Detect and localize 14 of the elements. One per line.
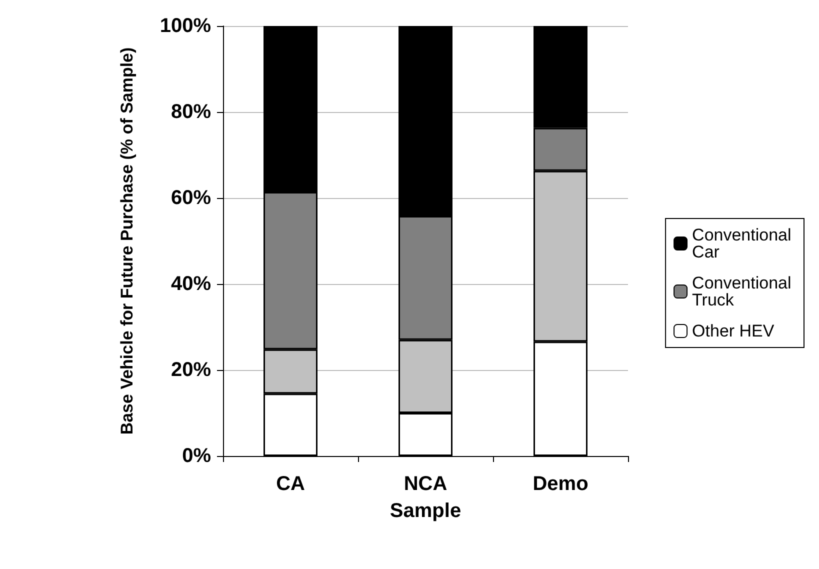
y-tick-label: 100% [160, 15, 212, 37]
y-tick-label: 60% [170, 187, 212, 209]
y-tick-label: 20% [170, 359, 212, 381]
legend-label: Other HEV [692, 322, 775, 340]
x-axis-title: Sample [390, 500, 462, 522]
y-tick-label: 0% [182, 445, 212, 467]
x-tick-label: NCA [404, 473, 448, 495]
y-tick-label: 40% [170, 273, 212, 295]
legend-label: Conventional Truck [692, 274, 796, 310]
x-tick-label: Demo [532, 473, 588, 495]
x-tick-label: CA [276, 473, 305, 495]
y-axis-title: Base Vehicle for Future Purchase (% of Sample) [118, 47, 136, 435]
legend-label: Conventional Car [692, 226, 796, 262]
y-tick-label: 80% [170, 101, 212, 123]
